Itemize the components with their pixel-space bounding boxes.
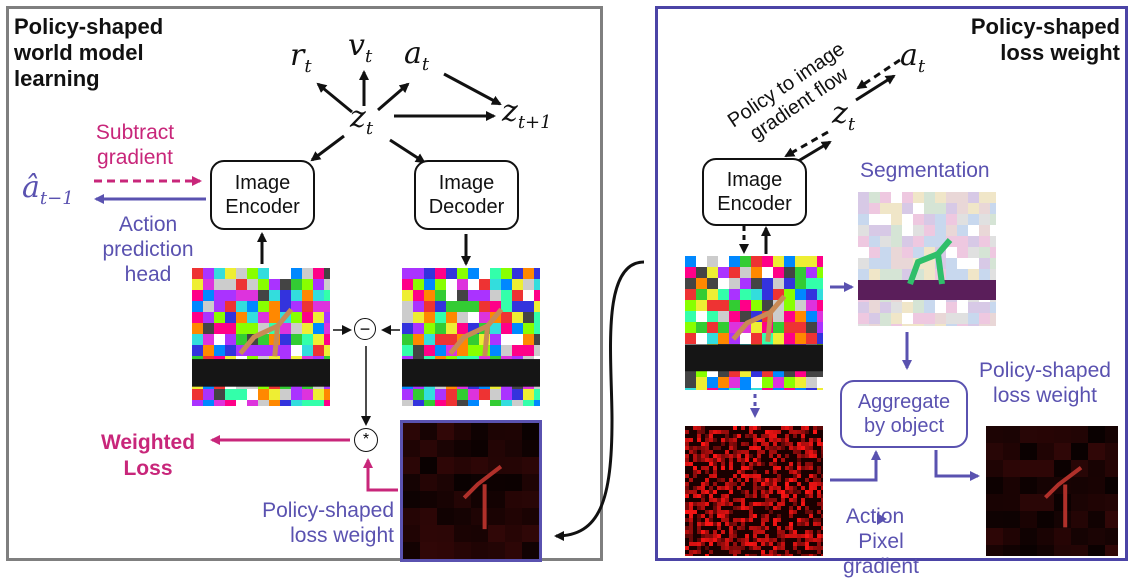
action-symbol: at	[404, 36, 430, 75]
left-panel-title: Policy-shaped world model learning	[14, 14, 163, 92]
latent-arrows	[310, 70, 502, 164]
weighted-loss-label: Weighted Loss	[100, 431, 196, 480]
next-latent-symbol: zt+1	[502, 94, 552, 133]
right-loss-weight-map	[986, 426, 1118, 556]
image-encoder-box: Image Encoder	[210, 160, 315, 230]
left-panel	[6, 6, 603, 561]
image-decoder-box: Image Decoder	[414, 160, 519, 230]
pixel-gradient-map	[685, 426, 823, 556]
left-loss-weight-map	[403, 423, 539, 559]
reward-symbol: rt	[290, 38, 312, 77]
segmentation-label: Segmentation	[860, 159, 990, 182]
right-panel	[655, 6, 1128, 561]
right-panel-title: Policy-shaped loss weight	[970, 14, 1120, 65]
subtract-operator: −	[354, 318, 376, 340]
subtract-gradient-label: Subtract gradient	[95, 121, 175, 169]
reconstructed-image	[402, 268, 540, 406]
action-pixel-gradient-label: ActionPixel gradient	[843, 505, 919, 578]
left-title-line1: Policy-shaped	[14, 14, 164, 39]
right-latent-symbol: zt	[832, 96, 856, 135]
multiply-operator: *	[354, 428, 378, 452]
right-action-symbol: at	[900, 38, 926, 77]
right-input-image	[685, 256, 823, 390]
right-loss-weight-label: Policy-shaped loss weight	[979, 359, 1111, 407]
left-loss-weight-frame	[400, 420, 542, 562]
left-title-line2: world model	[14, 40, 144, 65]
action-prediction-head-label: Action prediction head	[102, 213, 194, 286]
input-image	[192, 268, 330, 406]
left-title-line3: learning	[14, 66, 100, 91]
latent-symbol: zt	[350, 100, 374, 139]
segmentation-image	[858, 192, 996, 326]
right-image-encoder-box: Image Encoder	[702, 158, 807, 226]
left-loss-weight-label: Policy-shaped loss weight	[262, 499, 394, 547]
aggregate-by-object-box: Aggregate by object	[840, 380, 968, 448]
predicted-action-symbol: ât−1	[22, 170, 74, 209]
value-symbol: vt	[348, 28, 373, 67]
